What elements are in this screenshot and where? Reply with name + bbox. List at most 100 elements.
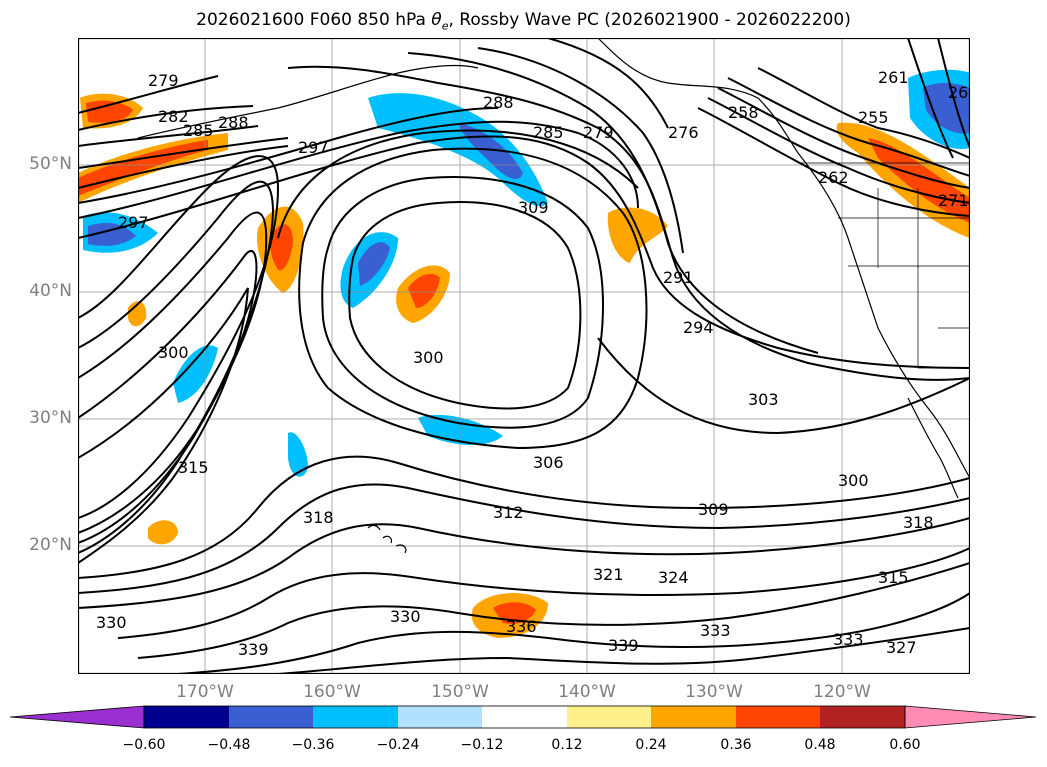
contour-label: 330 (96, 613, 127, 632)
contour-label: 264 (948, 83, 970, 102)
contour-label: 276 (668, 123, 699, 142)
lon-label-140w: 140°W (558, 682, 616, 702)
colorbar-tick-label: 0.36 (720, 737, 752, 753)
contour-label: 285 (533, 123, 564, 142)
contour-line (277, 627, 970, 674)
contour-label: 315 (878, 568, 909, 587)
coastlines (137, 38, 970, 554)
contour-line (78, 517, 970, 609)
contour-label: 333 (833, 630, 864, 649)
state-borders (798, 162, 970, 369)
anomaly-pos-165w-core (270, 224, 293, 271)
coastline-baja (907, 397, 959, 499)
lon-label-170w: 170°W (176, 682, 234, 702)
contour-label: 271 (938, 191, 969, 210)
coastline-aleutians (137, 64, 479, 139)
anomaly-pos-172w-22n (148, 520, 178, 545)
colorbar (10, 705, 1037, 729)
colorbar-tick-label: 0.48 (804, 737, 836, 753)
anomaly-neg-nw-core (88, 223, 136, 246)
colorbar-tick-label: 0.60 (889, 737, 921, 753)
contour-label: 297 (118, 213, 149, 232)
contour-line (177, 592, 970, 674)
contour-label: 261 (878, 68, 909, 87)
contour-label: 255 (858, 108, 889, 127)
contour-labels: 279 282 285 288 297 297 288 285 279 276 … (96, 68, 970, 659)
contour-line (117, 547, 970, 639)
contour-label: 288 (218, 113, 249, 132)
contour-label: 300 (158, 343, 189, 362)
contour-line (78, 120, 639, 219)
contour-label: 318 (903, 513, 934, 532)
contour-line (78, 107, 499, 204)
contour-line (78, 455, 970, 579)
contour-label: 315 (178, 458, 209, 477)
contour-line (78, 137, 289, 169)
map-border (78, 38, 970, 674)
lat-label-40n: 40°N (29, 281, 72, 301)
colorbar-segment (398, 706, 482, 728)
contour-line (277, 129, 639, 239)
colorbar-tick-label: 0.12 (551, 737, 583, 753)
colorbar-segment (229, 706, 313, 728)
contour-line (78, 125, 259, 147)
contour-label: 291 (663, 268, 694, 287)
contour-label: 279 (148, 71, 179, 90)
contour-label: 306 (533, 453, 564, 472)
colorbar-tick-label: 0.24 (635, 737, 667, 753)
coastline-north-america (797, 152, 970, 479)
contour-line (78, 135, 970, 369)
contour-label: 339 (608, 636, 639, 655)
contour-line (597, 337, 970, 435)
colorbar-segment (144, 706, 229, 728)
contour-label: 294 (683, 318, 714, 337)
contour-line (937, 38, 970, 149)
contour-label: 297 (298, 138, 329, 157)
lon-label-130w: 130°W (685, 682, 743, 702)
contour-label: 318 (303, 508, 334, 527)
contour-line (78, 483, 970, 594)
contour-label: 279 (583, 123, 614, 142)
contour-line (547, 38, 669, 129)
contour-label: 262 (818, 168, 849, 187)
anomaly-pos-ne-core (868, 138, 970, 223)
contour-label: 333 (700, 621, 731, 640)
colorbar-extend-min (10, 705, 145, 729)
contour-line (757, 67, 970, 159)
lat-label-20n: 20°N (29, 535, 72, 555)
anomaly-neg-162w-28n (288, 432, 308, 477)
contour-label: 258 (728, 103, 759, 122)
anomaly-neg-165w-30n (173, 345, 218, 403)
anomaly-pos-170w-38n (128, 301, 147, 327)
contour-line (78, 155, 280, 519)
contour-label: 282 (158, 107, 189, 126)
contour-line (907, 38, 954, 159)
colorbar-extend-max (904, 705, 1037, 729)
colorbar-segment (482, 706, 567, 728)
contour-line (707, 97, 970, 204)
contour-label: 336 (506, 617, 537, 636)
coastline-hawaii (367, 524, 407, 554)
border-line (917, 266, 970, 369)
contour-label: 288 (483, 93, 514, 112)
colorbar-tick-label: −0.12 (460, 737, 504, 753)
contour-line (78, 75, 219, 114)
contour-line (78, 145, 289, 189)
contour-line (407, 52, 819, 354)
contour-label: 300 (838, 471, 869, 490)
contour-line (348, 201, 582, 410)
contour-line (697, 107, 970, 217)
colorbar-outline (143, 705, 906, 729)
contour-label: 321 (593, 565, 624, 584)
contour-line (717, 87, 970, 189)
lat-label-30n: 30°N (29, 408, 72, 428)
colorbar-segment (313, 706, 398, 728)
theta-e-contours (78, 38, 970, 674)
title-run: 2026021600 F060 850 hPa (196, 10, 432, 30)
contour-label: 324 (658, 568, 689, 587)
contour-line (321, 176, 604, 429)
colorbar-tick-label: −0.60 (122, 737, 166, 753)
colorbar-segment (651, 706, 736, 728)
lat-label-50n: 50°N (29, 154, 72, 174)
contour-line (78, 250, 258, 554)
